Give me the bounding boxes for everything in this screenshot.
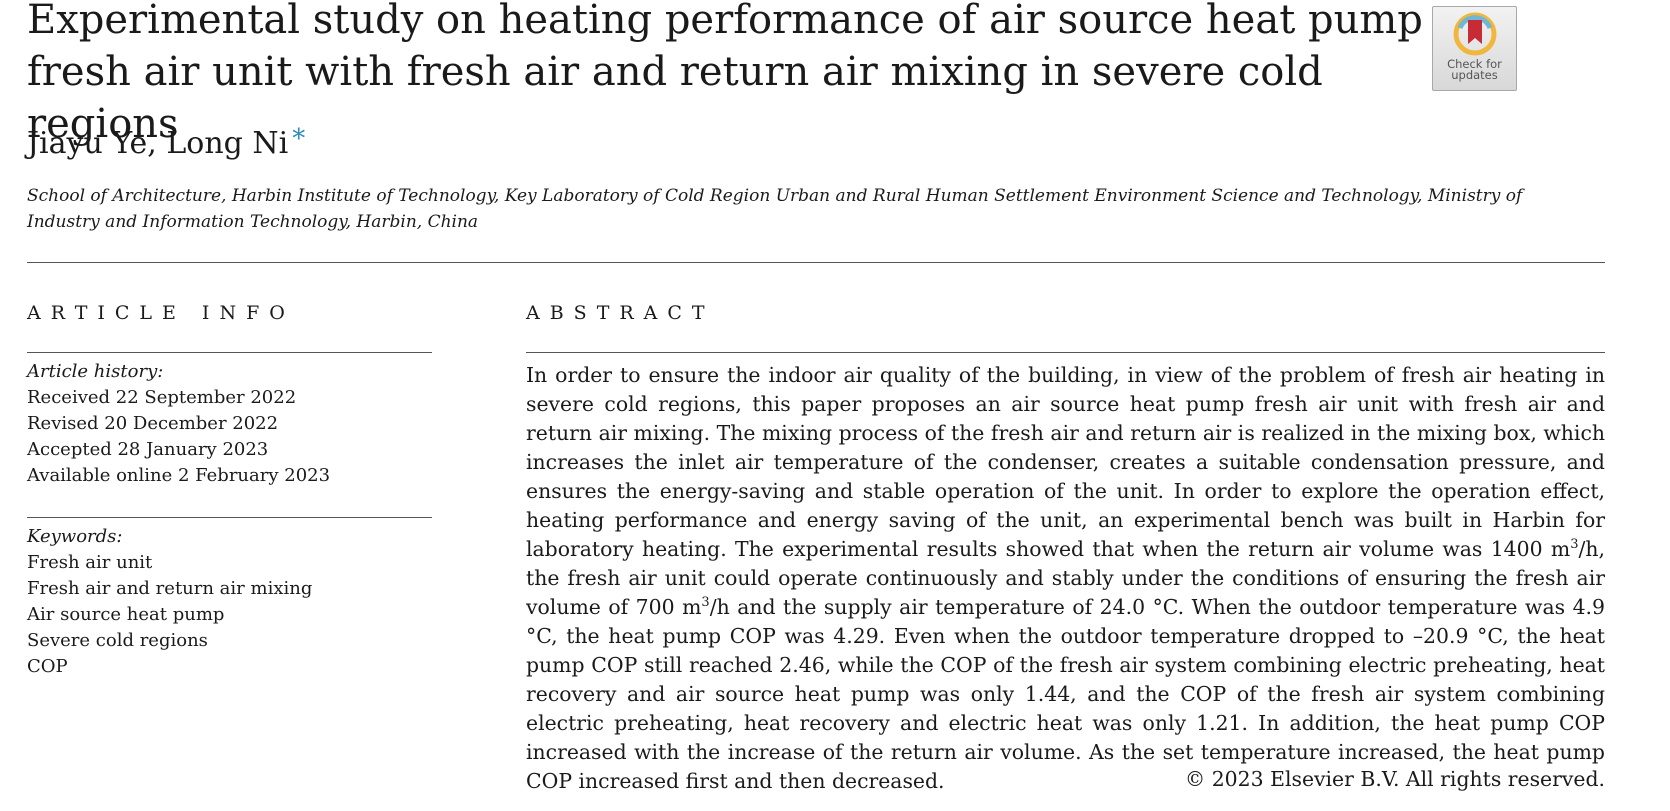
history-available-online: Available online 2 February 2023 bbox=[27, 465, 331, 486]
check-for-updates-button[interactable]: Check for updates bbox=[1432, 6, 1517, 91]
article-info-heading: ARTICLE INFO bbox=[27, 302, 295, 324]
history-revised: Revised 20 December 2022 bbox=[27, 413, 279, 434]
article-title: Experimental study on heating performanc… bbox=[27, 0, 1427, 150]
corresponding-author-link[interactable]: * bbox=[292, 124, 306, 154]
keyword-item: COP bbox=[27, 656, 68, 677]
superscript-cubed: 3 bbox=[1570, 537, 1579, 553]
article-history: Article history: Received 22 September 2… bbox=[27, 359, 330, 489]
abstract-heading: ABSTRACT bbox=[526, 302, 715, 324]
abstract-text: In order to ensure the indoor air qualit… bbox=[526, 361, 1605, 796]
header-divider bbox=[27, 262, 1605, 263]
affiliation: School of Architecture, Harbin Institute… bbox=[27, 186, 1523, 232]
history-accepted: Accepted 28 January 2023 bbox=[27, 439, 269, 460]
superscript-cubed: 3 bbox=[701, 595, 710, 611]
author-list: Jiayu Ye, Long Ni * bbox=[27, 121, 305, 162]
abstract-part-3: /h and the supply air temperature of 24.… bbox=[526, 595, 1605, 793]
keywords: Keywords: Fresh air unit Fresh air and r… bbox=[27, 524, 312, 680]
keywords-label: Keywords: bbox=[27, 526, 123, 547]
abstract-divider bbox=[526, 352, 1605, 353]
article-title-line-1: Experimental study on heating performanc… bbox=[27, 0, 1423, 43]
author-names: Jiayu Ye, Long Ni bbox=[27, 126, 289, 161]
bookmark-icon bbox=[1453, 12, 1496, 56]
article-title-line-2: fresh air unit with fresh air and return… bbox=[27, 49, 1323, 147]
keyword-item: Fresh air unit bbox=[27, 552, 153, 573]
keywords-divider bbox=[27, 517, 432, 518]
keyword-item: Air source heat pump bbox=[27, 604, 225, 625]
copyright-notice: © 2023 Elsevier B.V. All rights reserved… bbox=[1184, 767, 1605, 791]
check-for-updates-label: Check for updates bbox=[1447, 57, 1502, 82]
keyword-item: Severe cold regions bbox=[27, 630, 208, 651]
article-history-label: Article history: bbox=[27, 361, 164, 382]
keyword-item: Fresh air and return air mixing bbox=[27, 578, 313, 599]
history-received: Received 22 September 2022 bbox=[27, 387, 297, 408]
abstract-part-1: In order to ensure the indoor air qualit… bbox=[526, 363, 1605, 561]
abstract-part-2: /h, the fresh air unit could operate con… bbox=[526, 537, 1605, 619]
article-info-divider bbox=[27, 352, 432, 353]
